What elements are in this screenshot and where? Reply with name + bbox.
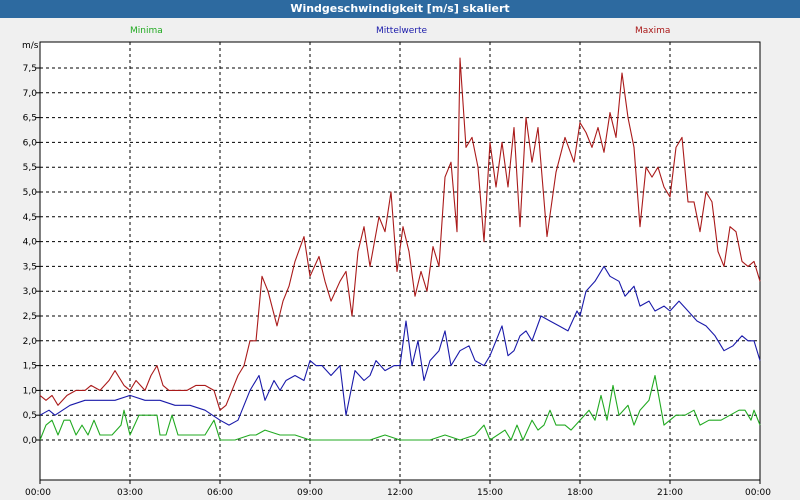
series-line-mittelwerte	[39, 265, 761, 426]
x-tick-time-label: 06:00	[207, 488, 233, 498]
x-tick-time-label: 03:00	[117, 488, 143, 498]
x-tick-time-label: 12:00	[387, 488, 413, 498]
y-tick-label: 0,5	[23, 411, 37, 421]
y-tick-label: 6,5	[23, 114, 37, 124]
x-tick-time-label: 00:00	[745, 488, 771, 498]
y-axis: 0,0 0,5 1,0 1,5 2,0 2,5 3,0 3,5 4,0 4,5 5,0 5,5 6,0 6…	[23, 64, 40, 446]
y-tick-label: 1,0	[23, 386, 38, 396]
y-tick-label: 5,0	[23, 188, 38, 198]
y-tick-label: 7,5	[23, 64, 37, 74]
series-layer	[39, 57, 761, 441]
series-line-minima	[39, 374, 761, 441]
legend-item-mittelwerte: Mittelwerte	[376, 26, 427, 36]
x-tick-time-label: 00:00	[25, 488, 51, 498]
line-chart: 0,0 0,5 1,0 1,5 2,0 2,5 3,0 3,5 4,0 4,5 5,0 5,5 6,0 6…	[22, 26, 771, 498]
legend-item-maxima: Maxima	[635, 26, 670, 36]
y-tick-label: 5,5	[23, 163, 37, 173]
legend-item-minima: Minima	[130, 26, 163, 36]
y-tick-label: 4,5	[23, 213, 37, 223]
y-tick-label: 3,0	[23, 287, 38, 297]
y-tick-label: 2,0	[23, 337, 38, 347]
y-tick-label: 0,0	[23, 436, 38, 446]
x-axis: 00:0019.05.2303:0019.05.2306:0019.05.230…	[25, 480, 771, 498]
grid-lines	[40, 42, 760, 480]
y-tick-label: 1,5	[23, 362, 37, 372]
y-tick-label: 4,0	[23, 238, 38, 248]
y-axis-unit-label: m/s	[22, 41, 39, 51]
x-tick-time-label: 09:00	[297, 488, 323, 498]
x-tick-time-label: 18:00	[567, 488, 593, 498]
y-tick-label: 3,5	[23, 262, 37, 272]
y-tick-label: 6,0	[23, 138, 38, 148]
y-tick-label: 2,5	[23, 312, 37, 322]
x-tick-time-label: 21:00	[657, 488, 683, 498]
series-line-maxima	[39, 57, 761, 411]
window-title: Windgeschwindigkeit [m/s] skaliert	[0, 0, 800, 18]
x-tick-time-label: 15:00	[477, 488, 503, 498]
legend: Minima Mittelwerte Maxima	[130, 26, 670, 36]
y-tick-label: 7,0	[23, 89, 38, 99]
